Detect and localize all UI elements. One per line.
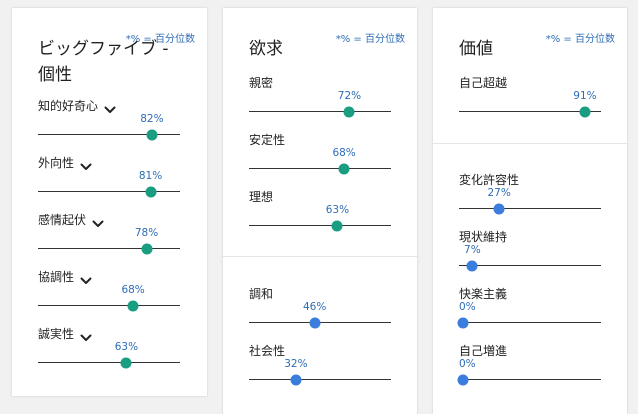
needs-title: 欲求 (249, 39, 283, 59)
percentile-value: 63% (325, 204, 350, 216)
slider-thumb (466, 260, 478, 271)
percentile-value: 46% (302, 301, 327, 313)
slider-track (249, 111, 391, 112)
chevron-down-icon[interactable] (80, 157, 92, 170)
slider-thumb (343, 106, 355, 117)
trait-label[interactable]: 協調性 (38, 270, 75, 284)
values-divider (433, 143, 627, 144)
percentile-value: 68% (121, 284, 145, 296)
slider-thumb (457, 374, 469, 385)
percentile-note: *% = 百分位数 (125, 34, 195, 45)
slider-track (249, 168, 391, 169)
percentile-value: 32% (284, 358, 308, 370)
slider-thumb (290, 374, 302, 385)
chevron-down-icon[interactable] (80, 271, 92, 284)
slider-track (38, 191, 180, 192)
percentile-value: 72% (337, 90, 362, 102)
percentile-value: 7% (464, 244, 481, 256)
needs-divider (223, 256, 417, 257)
values-card: *% = 百分位数 価値 自己超越 91% 変化許容性 27% 現状維持 7% 快楽主義 0%… (433, 8, 627, 414)
percentile-value: 81% (138, 170, 163, 182)
slider-thumb (331, 220, 343, 231)
percentile-value: 82% (140, 113, 164, 125)
percentile-value: 63% (114, 341, 139, 353)
needs-card: *% = 百分位数 欲求 親密 72% 安定性 68% 理想 63% 調和 46% 社会性 32% (223, 8, 417, 414)
trait-label: 親密 (249, 76, 274, 90)
slider-track (459, 265, 601, 266)
chevron-down-icon[interactable] (104, 100, 116, 113)
big-five-card: *% = 百分位数 ビッグファイブ - 個性 知的好奇心 82% 外向性 81% 感情起… (12, 8, 207, 396)
slider-thumb (338, 163, 350, 174)
slider-thumb (309, 317, 321, 328)
slider-thumb (493, 203, 505, 214)
big-five-title-line2: 個性 (38, 65, 72, 85)
trait-label[interactable]: 感情起伏 (38, 213, 87, 227)
slider-thumb (457, 317, 469, 328)
trait-label: 快楽主義 (459, 287, 508, 301)
trait-label: 自己増進 (459, 344, 508, 358)
trait-label: 自己超越 (459, 76, 508, 90)
slider-track (459, 111, 601, 112)
trait-label[interactable]: 知的好奇心 (38, 99, 99, 113)
trait-label: 社会性 (249, 344, 286, 358)
slider-track (459, 379, 601, 380)
slider-track (249, 225, 391, 226)
percentile-note: *% = 百分位数 (545, 34, 615, 45)
slider-thumb (127, 300, 139, 311)
slider-track (249, 379, 391, 380)
percentile-value: 78% (134, 227, 159, 239)
trait-label[interactable]: 誠実性 (38, 327, 75, 341)
trait-label: 調和 (249, 287, 274, 301)
slider-thumb (145, 186, 157, 197)
percentile-value: 0% (459, 301, 476, 313)
trait-label[interactable]: 外向性 (38, 156, 75, 170)
percentile-value: 27% (487, 187, 511, 199)
trait-label: 理想 (249, 190, 274, 204)
slider-track (459, 208, 601, 209)
percentile-value: 68% (332, 147, 356, 159)
slider-track (38, 305, 180, 306)
slider-track (38, 134, 180, 135)
slider-track (38, 248, 180, 249)
big-five-title-line1: ビッグファイブ - (38, 39, 169, 59)
big-five-title: ビッグファイブ - 個性 (38, 36, 169, 88)
slider-thumb (120, 357, 132, 368)
trait-label: 現状維持 (459, 230, 508, 244)
percentile-value: 0% (459, 358, 476, 370)
chevron-down-icon[interactable] (80, 328, 92, 341)
slider-thumb (579, 106, 591, 117)
slider-track (459, 322, 601, 323)
values-title: 価値 (459, 39, 493, 59)
slider-thumb (141, 243, 153, 254)
slider-thumb (146, 129, 158, 140)
chevron-down-icon[interactable] (92, 214, 104, 227)
percentile-value: 91% (573, 90, 597, 102)
trait-label: 安定性 (249, 133, 286, 147)
percentile-note: *% = 百分位数 (335, 34, 405, 45)
slider-track (38, 362, 180, 363)
trait-label: 変化許容性 (459, 173, 520, 187)
